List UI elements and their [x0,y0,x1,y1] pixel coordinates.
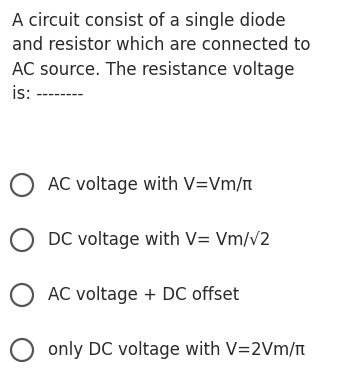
Text: AC voltage with V=Vm/π: AC voltage with V=Vm/π [48,176,252,194]
Text: only DC voltage with V=2Vm/π: only DC voltage with V=2Vm/π [48,341,305,359]
Text: A circuit consist of a single diode
and resistor which are connected to
AC sourc: A circuit consist of a single diode and … [12,12,310,103]
Text: AC voltage + DC offset: AC voltage + DC offset [48,286,239,304]
Text: DC voltage with V= Vm/√2: DC voltage with V= Vm/√2 [48,231,270,249]
